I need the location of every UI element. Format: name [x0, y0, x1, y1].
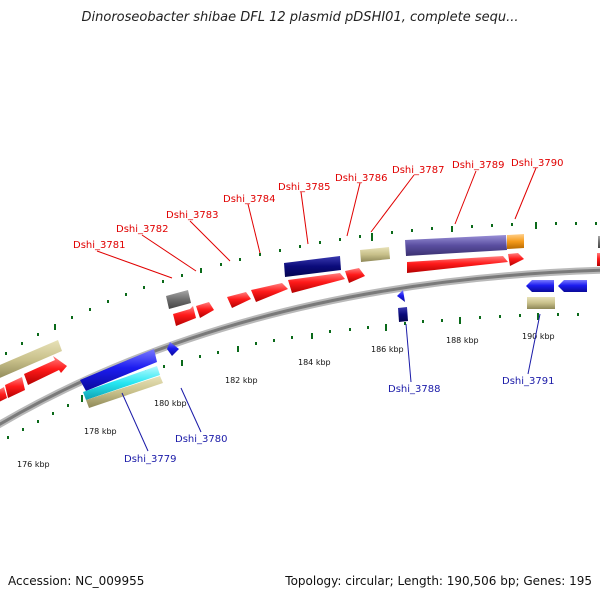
- gene-label-dshi-3781: Dshi_3781: [73, 240, 125, 251]
- tick-label-178: 178 kbp: [84, 427, 117, 436]
- gene-arrow: [398, 307, 408, 322]
- orange-band: [507, 234, 524, 249]
- forward-genes: [0, 253, 600, 402]
- gene-arrow: [526, 280, 554, 292]
- gene-arrow: [407, 256, 508, 273]
- gene-arrow: [227, 292, 251, 308]
- gene-arrow: [24, 356, 67, 385]
- tick-label-188: 188 kbp: [446, 336, 479, 345]
- navy-gene-band: [284, 256, 341, 277]
- gene-label-dshi-3790: Dshi_3790: [511, 158, 563, 169]
- gray-band-1: [166, 290, 191, 309]
- gene-arrow: [345, 268, 365, 283]
- gene-arrow: [397, 290, 405, 302]
- gene-label-dshi-3783: Dshi_3783: [166, 210, 218, 221]
- purple-band: [405, 235, 507, 256]
- gene-label-dshi-3780: Dshi_3780: [175, 434, 227, 445]
- tick-label-182: 182 kbp: [225, 376, 258, 385]
- gene-label-dshi-3784: Dshi_3784: [223, 194, 275, 205]
- gene-label-dshi-3789: Dshi_3789: [452, 160, 504, 171]
- gene-label-dshi-3785: Dshi_3785: [278, 182, 330, 193]
- gene-arrow: [173, 306, 196, 326]
- tick-label-190: 190 kbp: [522, 332, 555, 341]
- gene-arrow: [80, 349, 157, 391]
- outer-tick-ring: [5, 222, 597, 355]
- gene-label-dshi-3787: Dshi_3787: [392, 165, 444, 176]
- bottom-leader-lines: [121, 313, 541, 452]
- gene-label-dshi-3782: Dshi_3782: [116, 224, 168, 235]
- gene-arrow: [597, 253, 600, 266]
- khaki-band-inner-right: [527, 297, 555, 309]
- tick-label-176: 176 kbp: [17, 460, 50, 469]
- topology-text: Topology: circular; Length: 190,506 bp; …: [285, 574, 592, 588]
- gene-arrow: [508, 253, 524, 266]
- gene-arrow: [167, 342, 179, 356]
- gene-label-dshi-3779: Dshi_3779: [124, 454, 176, 465]
- gene-arrow: [0, 387, 7, 402]
- tick-label-180: 180 kbp: [154, 399, 187, 408]
- gene-label-dshi-3788: Dshi_3788: [388, 384, 440, 395]
- gene-label-dshi-3791: Dshi_3791: [502, 376, 554, 387]
- backbone: [0, 268, 600, 426]
- khaki-band-left: [0, 340, 62, 378]
- page-title: Dinoroseobacter shibae DFL 12 plasmid pD…: [81, 10, 519, 25]
- gene-arrow: [288, 273, 345, 293]
- khaki-band-inner: [86, 376, 163, 408]
- khaki-band-mid: [360, 247, 390, 262]
- tick-label-184: 184 kbp: [298, 358, 331, 367]
- gene-arrow: [196, 302, 214, 318]
- cyan-band: [83, 366, 160, 400]
- gene-arrow: [251, 283, 288, 302]
- tick-label-186: 186 kbp: [371, 345, 404, 354]
- accession-text: Accession: NC_009955: [8, 574, 145, 588]
- top-leader-lines: [96, 167, 537, 279]
- gene-arrow: [5, 377, 25, 398]
- reverse-genes: [80, 280, 587, 391]
- gene-arrow: [558, 280, 587, 292]
- gene-label-dshi-3786: Dshi_3786: [335, 173, 387, 184]
